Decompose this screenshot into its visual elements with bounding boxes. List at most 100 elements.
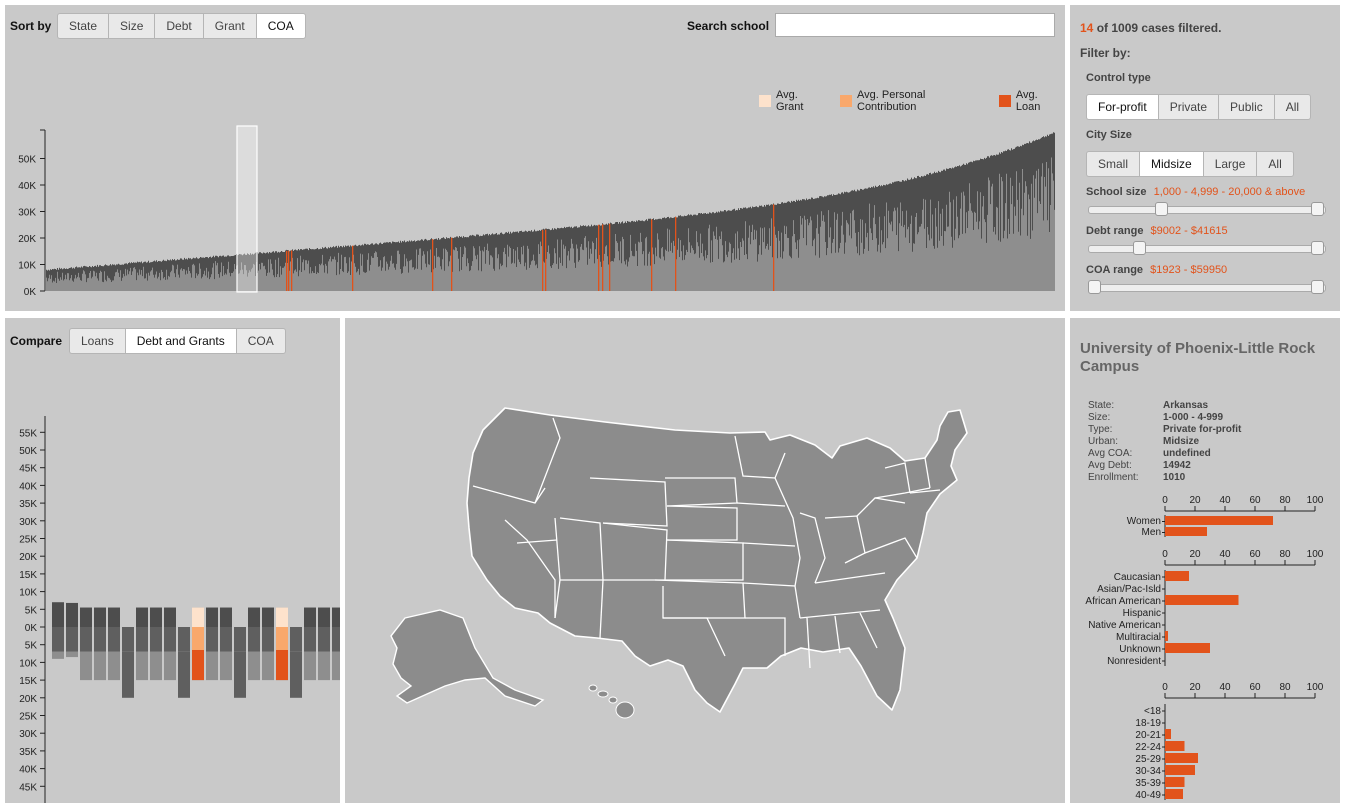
compare-mid-bar[interactable]: [66, 627, 78, 652]
filtered-school-bar[interactable]: [602, 224, 604, 291]
filtered-school-bar[interactable]: [598, 224, 600, 291]
compare-down-bar[interactable]: [262, 651, 274, 681]
compare-debt-grants-button[interactable]: Debt and Grants: [124, 328, 236, 354]
compare-down-bar[interactable]: [52, 651, 64, 659]
compare-mid-bar[interactable]: [136, 627, 148, 652]
school-size-max-handle[interactable]: [1311, 202, 1324, 216]
sort-grant-button[interactable]: Grant: [202, 13, 256, 39]
filtered-school-bar[interactable]: [451, 237, 453, 291]
demographic-bar[interactable]: [1165, 643, 1210, 653]
compare-mid-bar[interactable]: [206, 627, 218, 652]
selected-contribution-bar[interactable]: [192, 627, 204, 651]
filtered-school-bar[interactable]: [609, 223, 611, 291]
compare-up-bar[interactable]: [80, 607, 92, 627]
control-all-button[interactable]: All: [1273, 94, 1312, 120]
compare-up-bar[interactable]: [52, 602, 64, 627]
compare-mid-bar[interactable]: [220, 627, 232, 652]
compare-up-bar[interactable]: [164, 607, 176, 627]
filtered-school-bar[interactable]: [352, 245, 354, 291]
selected-loan-bar[interactable]: [276, 650, 288, 681]
sort-size-button[interactable]: Size: [108, 13, 155, 39]
compare-up-bar[interactable]: [66, 602, 78, 627]
city-midsize-button[interactable]: Midsize: [1139, 151, 1203, 177]
compare-mid-bar[interactable]: [234, 627, 246, 652]
selected-loan-bar[interactable]: [192, 650, 204, 681]
city-small-button[interactable]: Small: [1086, 151, 1140, 177]
compare-up-bar[interactable]: [262, 607, 274, 627]
demographic-bar[interactable]: [1165, 631, 1168, 641]
compare-mid-bar[interactable]: [164, 627, 176, 652]
filtered-school-bar[interactable]: [545, 229, 547, 291]
compare-down-bar[interactable]: [318, 651, 330, 681]
compare-down-bar[interactable]: [178, 651, 190, 698]
demographic-bar[interactable]: [1165, 753, 1198, 763]
compare-down-bar[interactable]: [248, 651, 260, 681]
demographic-bar[interactable]: [1165, 595, 1239, 605]
compare-mid-bar[interactable]: [108, 627, 120, 652]
school-size-slider[interactable]: [1088, 202, 1326, 216]
compare-down-bar[interactable]: [122, 651, 134, 698]
demographic-bar[interactable]: [1165, 789, 1183, 799]
compare-up-bar[interactable]: [332, 607, 340, 627]
compare-up-bar[interactable]: [150, 607, 162, 627]
demographic-bar[interactable]: [1165, 777, 1185, 787]
demographic-bar[interactable]: [1165, 571, 1189, 581]
hawaii-shape[interactable]: [588, 684, 635, 719]
compare-mid-bar[interactable]: [80, 627, 92, 652]
compare-down-bar[interactable]: [164, 651, 176, 681]
school-size-min-handle[interactable]: [1154, 202, 1168, 216]
compare-down-bar[interactable]: [66, 651, 78, 658]
control-private-button[interactable]: Private: [1157, 94, 1219, 120]
coa-range-max-handle[interactable]: [1311, 280, 1324, 294]
compare-up-bar[interactable]: [248, 607, 260, 627]
compare-up-bar[interactable]: [220, 607, 232, 627]
sort-state-button[interactable]: State: [57, 13, 109, 39]
filtered-school-bar[interactable]: [542, 229, 544, 291]
compare-up-bar[interactable]: [304, 607, 316, 627]
compare-mid-bar[interactable]: [150, 627, 162, 652]
school-overview-chart[interactable]: 0K 10K 20K 30K 40K 50K: [5, 120, 1065, 305]
compare-mid-bar[interactable]: [332, 627, 340, 652]
compare-down-bar[interactable]: [94, 651, 106, 681]
control-for-profit-button[interactable]: For-profit: [1086, 94, 1158, 120]
demographic-bar[interactable]: [1165, 765, 1195, 775]
selection-brush[interactable]: [236, 125, 258, 293]
coa-range-slider[interactable]: [1088, 280, 1326, 294]
compare-down-bar[interactable]: [136, 651, 148, 681]
compare-mid-bar[interactable]: [248, 627, 260, 652]
city-large-button[interactable]: Large: [1202, 151, 1257, 177]
filtered-school-bar[interactable]: [286, 250, 288, 291]
filtered-school-bar[interactable]: [675, 216, 677, 291]
compare-down-bar[interactable]: [108, 651, 120, 681]
compare-down-bar[interactable]: [150, 651, 162, 681]
compare-loans-button[interactable]: Loans: [69, 328, 125, 354]
compare-mid-bar[interactable]: [94, 627, 106, 652]
compare-up-bar[interactable]: [318, 607, 330, 627]
compare-mid-bar[interactable]: [178, 627, 190, 652]
demographic-bar[interactable]: [1165, 741, 1185, 751]
compare-chart[interactable]: 0K 5K 10K 15K 20K 25K 30K 35K 40K 45K 50K 55K 5K 10K 1…: [5, 318, 340, 803]
compare-mid-bar[interactable]: [290, 627, 302, 652]
filtered-school-bar[interactable]: [288, 250, 290, 291]
alaska-shape[interactable]: [390, 609, 545, 707]
city-all-button[interactable]: All: [1256, 151, 1294, 177]
compare-down-bar[interactable]: [332, 651, 340, 681]
compare-up-bar[interactable]: [108, 607, 120, 627]
debt-range-min-handle[interactable]: [1132, 241, 1146, 255]
compare-down-bar[interactable]: [234, 651, 246, 698]
sort-debt-button[interactable]: Debt: [154, 13, 203, 39]
search-school-input[interactable]: [775, 13, 1055, 37]
selected-grant-bar[interactable]: [276, 607, 288, 627]
compare-up-bar[interactable]: [136, 607, 148, 627]
coa-range-min-handle[interactable]: [1088, 280, 1101, 294]
demographic-bar[interactable]: [1165, 516, 1273, 525]
us-map[interactable]: [345, 318, 1065, 803]
compare-down-bar[interactable]: [304, 651, 316, 681]
debt-range-slider[interactable]: [1088, 241, 1326, 255]
filtered-school-bar[interactable]: [651, 219, 653, 291]
demographic-bar[interactable]: [1165, 527, 1207, 536]
compare-up-bar[interactable]: [94, 607, 106, 627]
filtered-school-bar[interactable]: [432, 239, 434, 291]
compare-mid-bar[interactable]: [122, 627, 134, 652]
selected-contribution-bar[interactable]: [276, 627, 288, 651]
